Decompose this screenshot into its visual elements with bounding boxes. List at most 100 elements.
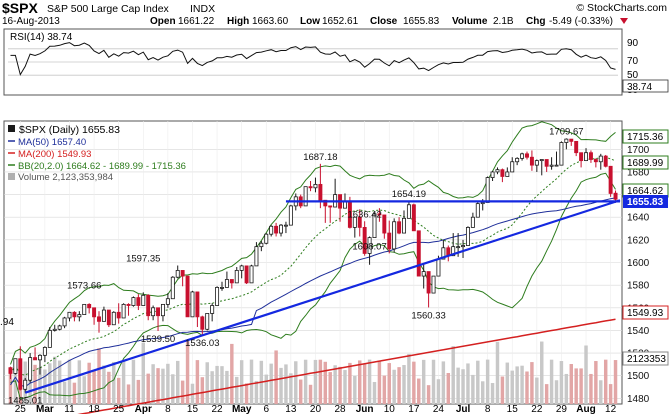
volume-bar (421, 359, 426, 404)
volume-bar (298, 379, 303, 404)
volume-bar (480, 381, 485, 404)
candle-body (574, 140, 579, 154)
volume-bar (121, 359, 126, 404)
volume-bar (215, 365, 219, 404)
volume-bar (131, 359, 136, 404)
candle-body (392, 221, 397, 250)
candle-body (274, 225, 279, 234)
price-grid (4, 121, 622, 404)
volume-bar (102, 365, 106, 404)
candle-body (87, 303, 92, 309)
candle-body (588, 152, 593, 160)
candle-body (283, 224, 288, 227)
x-tick-label: 8 (485, 404, 491, 414)
volume-bar (466, 363, 470, 404)
volume-bar (112, 361, 116, 404)
volume-bar (540, 341, 544, 404)
volume-bar (456, 367, 460, 404)
legend-volume-swatch (8, 173, 15, 180)
volume-bar (372, 381, 377, 404)
candle-body (160, 303, 165, 317)
rsi-tick-90: 90 (627, 38, 639, 49)
candle-body (8, 367, 13, 374)
left-partial-label: .94 (0, 317, 14, 328)
x-tick-label: 28 (334, 404, 346, 414)
candle-body (367, 237, 372, 254)
volume-bar (549, 359, 554, 404)
volume-bar (205, 362, 209, 404)
candle-body (308, 186, 313, 189)
volume-bar (358, 360, 362, 404)
volume-bar (377, 360, 382, 404)
volume-bar (392, 369, 396, 404)
volume-bar (230, 343, 234, 404)
candle-body (220, 287, 224, 289)
price-tick-label: 1640 (627, 213, 650, 224)
symbol-label: $SPX (2, 0, 38, 16)
volume-bars (8, 341, 618, 404)
x-tick-label: 15 (187, 404, 199, 414)
price-annotation: 1608.07 (352, 241, 386, 252)
candle-body (151, 307, 156, 317)
volume-bar (569, 364, 573, 404)
legend-bb: BB(20,2.0) 1664.62 - 1689.99 - 1715.36 (18, 161, 186, 172)
candle-body (505, 171, 510, 177)
candle-body (62, 317, 67, 327)
candle-body (579, 152, 584, 162)
candle-body (210, 305, 215, 314)
volume-bar (584, 345, 588, 404)
candle-body (406, 204, 411, 219)
candle-body (156, 307, 161, 317)
volume-bar (210, 371, 214, 404)
candle-body (495, 169, 500, 173)
volume-bar (274, 350, 278, 404)
candle-body (165, 298, 170, 305)
volume-bar (62, 381, 67, 404)
candle-body (269, 225, 274, 235)
price-tick-label: 1700 (627, 145, 650, 156)
x-tick-label: May (232, 404, 252, 414)
candle-body (116, 311, 121, 319)
x-tick-label: Jul (456, 404, 471, 414)
candle-body (249, 265, 254, 284)
legend: $SPX (Daily) 1655.83 MA(50) 1657.40 MA(2… (8, 124, 186, 183)
high-value: 1663.60 (252, 16, 289, 27)
candle-body (465, 227, 470, 246)
x-tick-label: Mar (36, 404, 54, 414)
volume-bar (599, 380, 603, 404)
volume-bar (284, 364, 288, 404)
candle-body (303, 186, 308, 207)
volume-bar (520, 365, 524, 404)
badge-ma200 (622, 305, 669, 320)
volume-bar (244, 383, 249, 404)
volume-bar (476, 360, 480, 404)
volume-bar (461, 369, 465, 404)
candle-body (426, 271, 431, 294)
volume-bar (18, 378, 23, 404)
candle-body (480, 202, 485, 205)
volume-bar (239, 360, 244, 404)
volume-bar (141, 342, 146, 404)
candle-body (387, 232, 392, 250)
candle-body (57, 325, 62, 330)
price-annotation: 1687.18 (303, 152, 337, 163)
volume-bar (82, 376, 86, 404)
candle-body (77, 314, 82, 318)
open-label: Open (150, 16, 176, 27)
volume-bar (613, 360, 618, 404)
badge-bb-upper-text: 1715.36 (627, 132, 664, 143)
candle-body (529, 156, 534, 166)
candle-body (244, 265, 249, 284)
volume-bar (544, 384, 549, 404)
support-trendline (24, 199, 621, 394)
candle-body (215, 287, 220, 306)
price-annotation: 1597.35 (126, 253, 160, 264)
bb-upper-line (10, 121, 616, 365)
candle-body (28, 357, 33, 381)
rsi-tick-70: 70 (627, 56, 639, 67)
candle-body (224, 279, 229, 288)
badge-bb-lower-text: 1664.62 (627, 186, 664, 197)
x-tick-label: 12 (605, 404, 617, 414)
candle-body (67, 311, 72, 319)
candle-body (18, 358, 23, 390)
